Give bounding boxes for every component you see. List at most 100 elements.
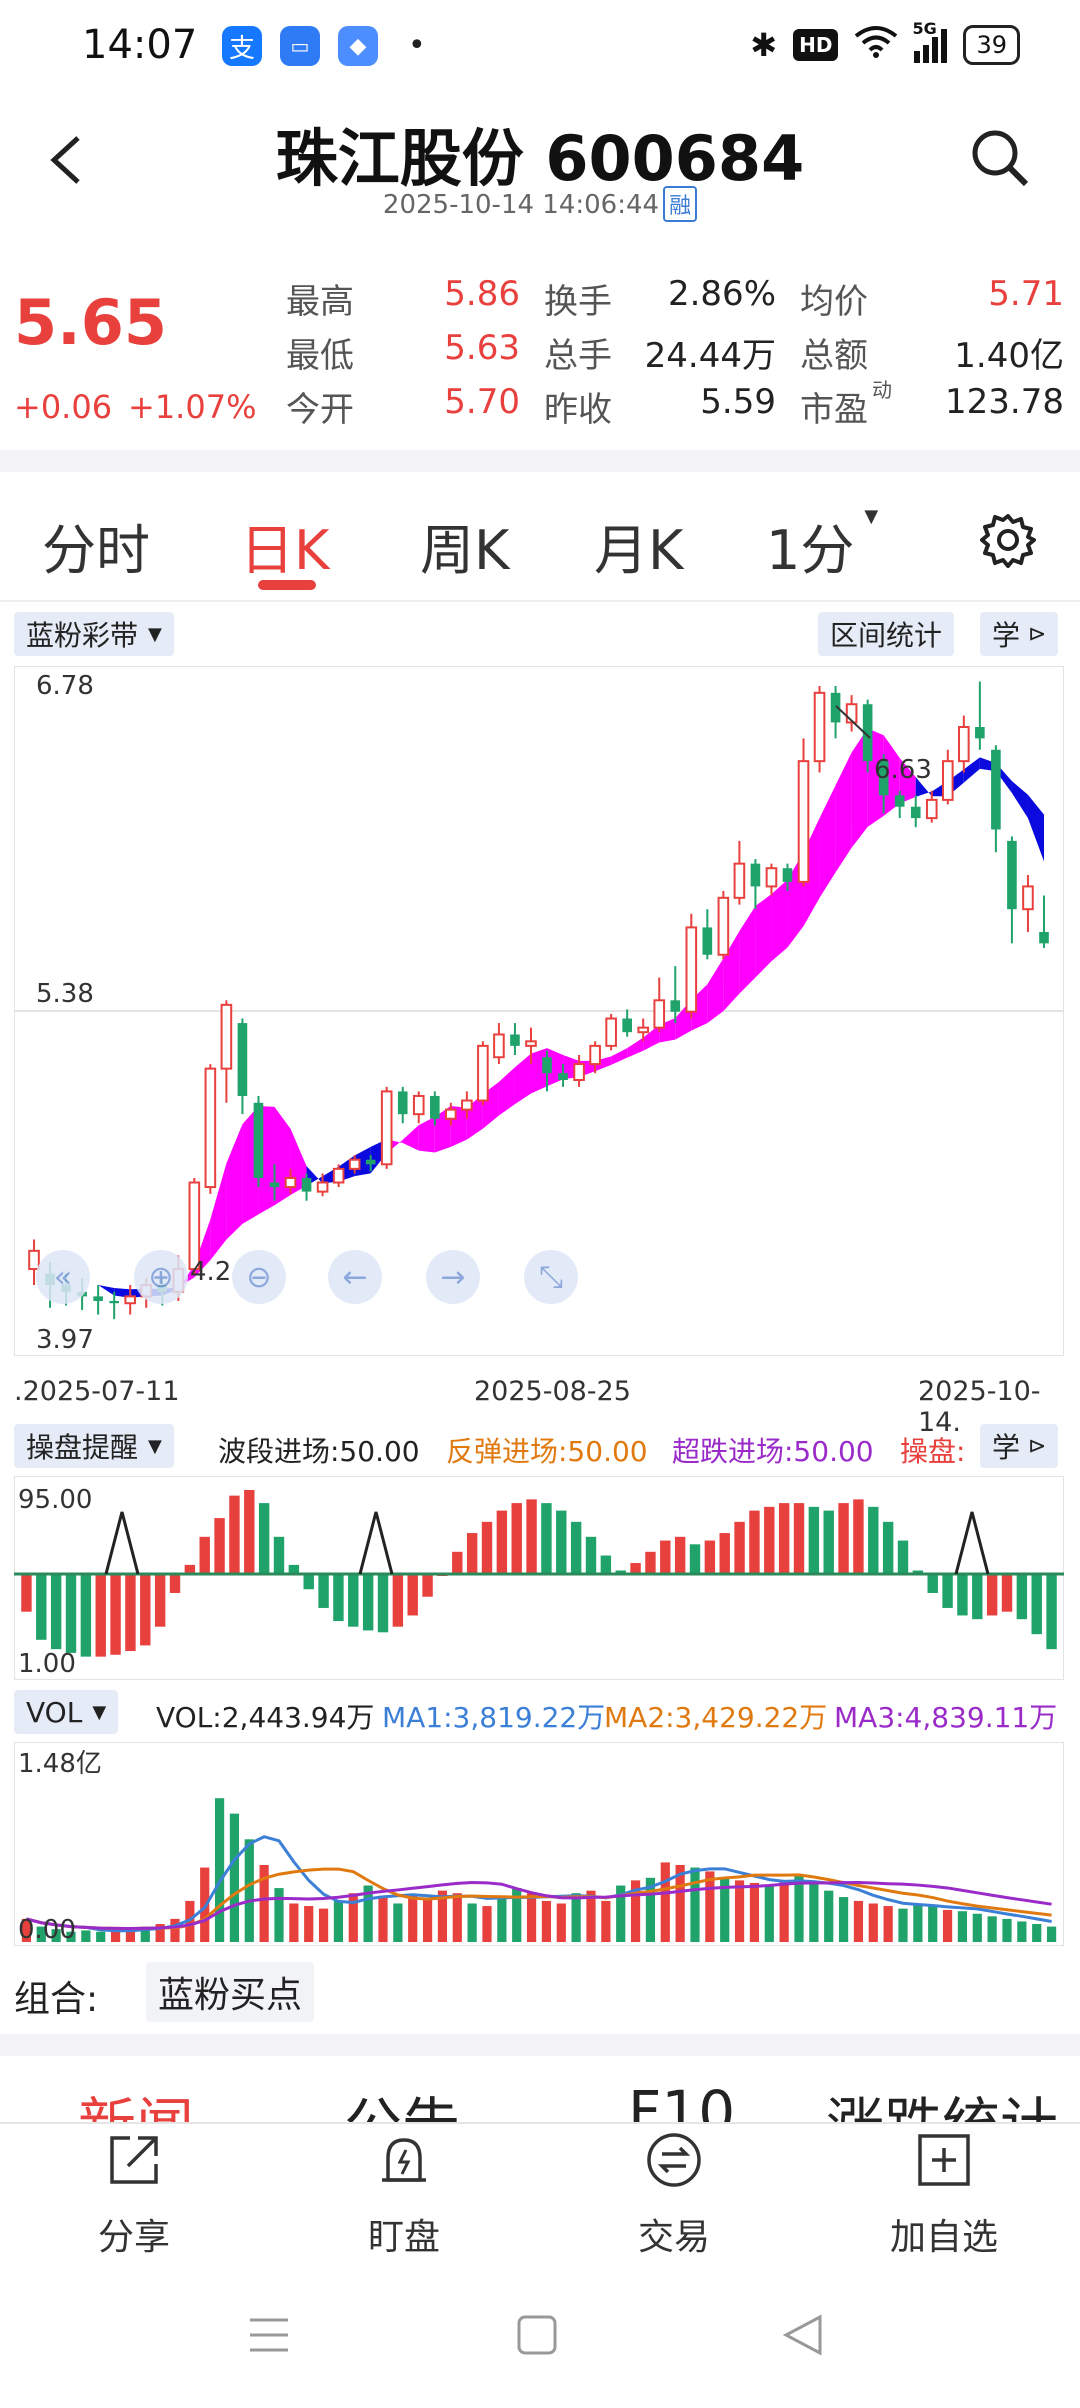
signal-indicator-selector[interactable]: 操盘提醒 ▼ xyxy=(14,1424,174,1468)
candle-body xyxy=(813,691,826,763)
expand-icon: ⤡ xyxy=(539,1259,563,1295)
fullscreen-button[interactable]: ⤡ xyxy=(524,1250,578,1304)
volume-bar xyxy=(155,1924,165,1942)
status-time: 14:07 xyxy=(82,22,198,68)
volume-chart[interactable]: 1.48亿 0.00 xyxy=(14,1742,1064,1946)
ribbon-segment xyxy=(963,757,980,783)
ribbon-segment xyxy=(114,1288,131,1298)
tab-price-stats[interactable]: 涨跌统计 xyxy=(826,2078,1058,2122)
candle-body xyxy=(237,1023,248,1096)
indicator-bar xyxy=(764,1506,775,1574)
indicator-bar xyxy=(318,1574,329,1608)
signal-indicator-chart[interactable]: 95.00 1.00 xyxy=(14,1476,1064,1680)
tab-announcements[interactable]: 公告 xyxy=(344,2078,460,2122)
candle-body xyxy=(653,999,666,1029)
volume-bar xyxy=(526,1893,537,1942)
ribbon-segment xyxy=(498,1067,515,1116)
margin-badge[interactable]: 融 xyxy=(663,186,698,222)
quote-value: 5.71 xyxy=(988,274,1064,314)
indicator-bar xyxy=(273,1536,285,1574)
volume-bar xyxy=(259,1864,269,1942)
candles xyxy=(28,681,1049,1320)
indicator-bar xyxy=(21,1574,32,1612)
share-button[interactable]: 分享 xyxy=(64,2130,204,2260)
tab-minute[interactable]: 1分 ▼ xyxy=(766,506,878,585)
ribbon-segment xyxy=(691,984,708,1031)
indicator-bar xyxy=(704,1540,716,1574)
trade-button[interactable]: 交易 xyxy=(604,2130,744,2260)
scroll-left-fast-button[interactable]: « xyxy=(36,1250,90,1304)
indicator-bar xyxy=(615,1570,626,1574)
peak-marker xyxy=(358,1511,394,1575)
quote-label: 昨收 xyxy=(544,390,612,430)
ribbon-segment xyxy=(611,1048,628,1065)
candle-body xyxy=(733,862,746,899)
indicator-value-2: 反弹进场:50.00 xyxy=(446,1435,648,1468)
ribbon-segment xyxy=(402,1125,419,1151)
indicator-bars xyxy=(21,1490,1057,1657)
zoom-out-button[interactable]: ⊖ xyxy=(232,1250,286,1304)
dropdown-caret-icon: ▼ xyxy=(864,506,879,527)
indicator-bar xyxy=(942,1574,953,1608)
learn-button[interactable]: 学 ⊳ xyxy=(980,612,1059,656)
volume-bar xyxy=(21,1918,32,1942)
indicator-selector[interactable]: 蓝粉彩带 ▼ xyxy=(14,612,174,656)
indicator-bar xyxy=(65,1574,77,1653)
tab-daily-k[interactable]: 日K xyxy=(240,519,330,582)
volume-bar xyxy=(363,1885,373,1942)
ribbon-segment xyxy=(899,757,916,804)
volume-bar xyxy=(645,1877,656,1942)
indicator-bar xyxy=(823,1510,834,1574)
candle-body xyxy=(702,927,713,955)
add-watchlist-button[interactable]: 加自选 xyxy=(874,2130,1014,2260)
volume-bar xyxy=(972,1913,982,1942)
back-button[interactable] xyxy=(40,130,100,190)
tab-intraday[interactable]: 分时 xyxy=(42,519,150,582)
tab-f10[interactable]: F10 xyxy=(628,2078,736,2122)
peak-markers xyxy=(104,1511,990,1575)
home-icon[interactable] xyxy=(514,2312,560,2358)
combo-tag-blue-pink-buy[interactable]: 蓝粉买点 xyxy=(146,1962,315,2022)
volume-bar xyxy=(333,1900,344,1942)
tab-monthly-k[interactable]: 月K xyxy=(594,519,684,582)
volume-selector[interactable]: VOL ▼ xyxy=(14,1690,119,1734)
learn-button-2[interactable]: 学 ⊳ xyxy=(980,1424,1059,1468)
ribbon-segment xyxy=(643,1024,660,1051)
ribbon-segment xyxy=(226,1124,243,1240)
back-triangle-icon[interactable] xyxy=(780,2312,826,2358)
candle-body xyxy=(894,795,905,807)
price-change: +0.06 xyxy=(14,388,113,426)
tab-news[interactable]: 新闻 xyxy=(78,2078,194,2122)
candle-body xyxy=(397,1091,408,1115)
chart-settings-button[interactable] xyxy=(980,512,1036,572)
candle-body xyxy=(1022,885,1034,911)
tab-weekly-k[interactable]: 周K xyxy=(420,519,510,582)
indicator-bar xyxy=(214,1518,225,1574)
quote-value: 123.78 xyxy=(945,382,1064,422)
status-right: ✱ HD 5G 39 xyxy=(750,19,1020,66)
volume-bar xyxy=(125,1929,136,1942)
kline-chart[interactable]: 6.78 5.38 3.97 6.63 4.2 xyxy=(14,666,1064,1356)
volume-bar xyxy=(630,1880,641,1942)
volume-ma2: MA2:3,429.22万 xyxy=(604,1701,828,1734)
section-divider xyxy=(0,2034,1080,2056)
menu-icon[interactable] xyxy=(246,2312,292,2358)
search-button[interactable] xyxy=(968,126,1032,190)
candle-body xyxy=(670,1000,681,1012)
volume-bar xyxy=(660,1862,670,1942)
volume-bar xyxy=(779,1880,789,1942)
quote-value: 5.86 xyxy=(444,274,520,314)
ribbon-segment xyxy=(627,1037,644,1058)
scroll-right-button[interactable]: → xyxy=(426,1250,480,1304)
scroll-left-button[interactable]: ← xyxy=(328,1250,382,1304)
volume-bar xyxy=(36,1926,46,1942)
indicator-bar xyxy=(50,1574,62,1650)
quote-value: 5.70 xyxy=(444,382,520,422)
candle-body xyxy=(477,1044,489,1102)
volume-bar xyxy=(512,1888,522,1942)
range-stats-button[interactable]: 区间统计 xyxy=(818,612,955,656)
zoom-in-button[interactable]: ⊕ xyxy=(134,1250,188,1304)
watch-button[interactable]: 盯盘 xyxy=(334,2130,474,2260)
candle-body xyxy=(941,760,954,801)
indicator-bar xyxy=(778,1503,790,1574)
